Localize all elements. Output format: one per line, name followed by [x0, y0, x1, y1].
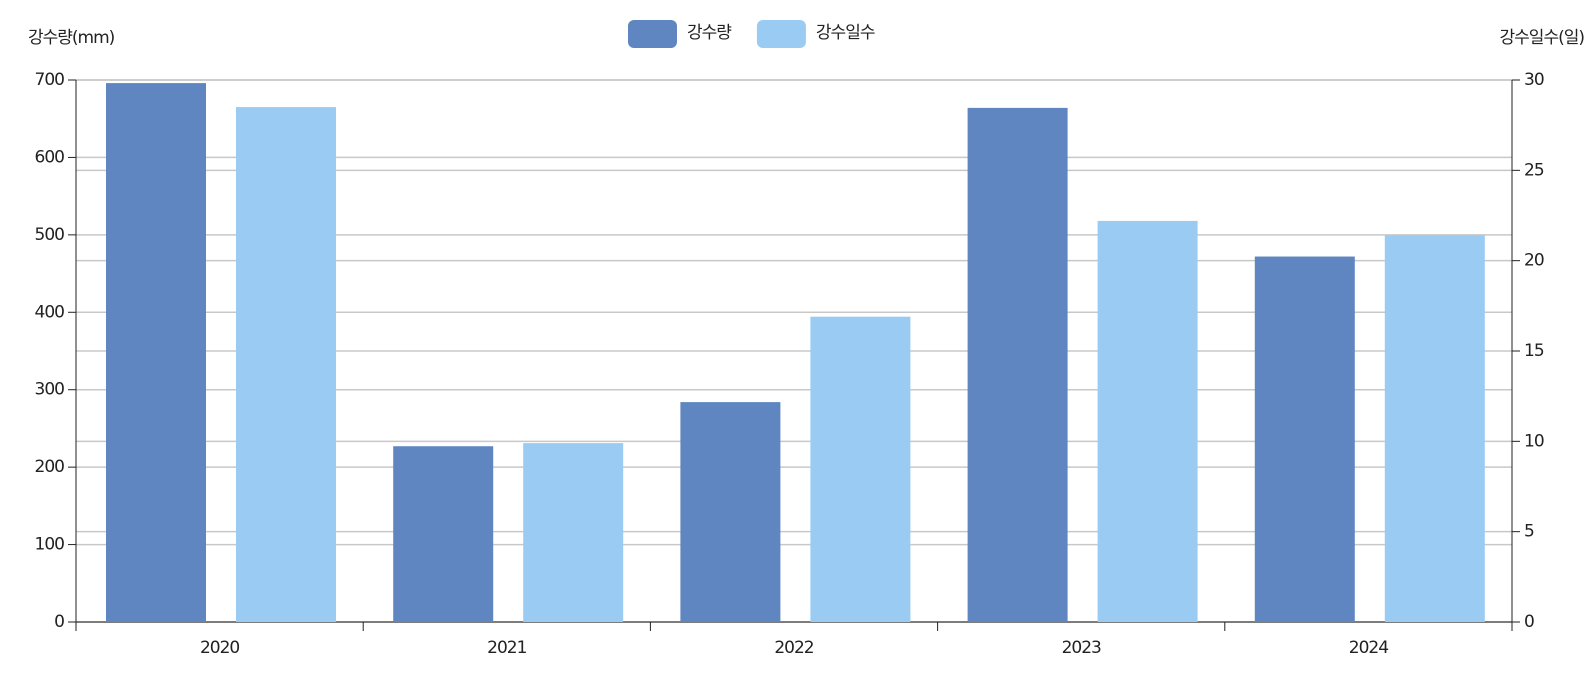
bar [810, 316, 911, 622]
y-tick-label: 200 [35, 457, 65, 477]
bar [967, 107, 1068, 623]
bar [1254, 256, 1355, 622]
y-tick-label: 400 [35, 302, 65, 322]
y-tick-label: 300 [35, 380, 65, 400]
y-axis-title: 강수량(mm) [28, 28, 115, 48]
bar [1097, 220, 1198, 623]
legend-swatch [628, 20, 677, 48]
bar [236, 107, 336, 623]
bar [106, 83, 206, 622]
x-tick-label: 2020 [200, 638, 239, 658]
y2-tick-label: 30 [1524, 70, 1544, 90]
x-tick-label: 2024 [1349, 638, 1388, 658]
y2-tick-label: 20 [1524, 251, 1544, 271]
y-tick-label: 0 [54, 612, 64, 632]
y2-axis-title: 강수일수(일) [1500, 28, 1585, 48]
legend-swatch [756, 20, 806, 48]
bar [393, 446, 494, 622]
bar [680, 402, 781, 622]
y2-tick-label: 15 [1524, 341, 1544, 361]
x-tick-label: 2021 [487, 638, 526, 658]
bar [523, 443, 624, 622]
y-tick-label: 700 [35, 70, 65, 90]
x-tick-label: 2022 [774, 638, 813, 658]
y2-tick-label: 5 [1524, 522, 1534, 542]
y-tick-label: 500 [35, 225, 65, 245]
y-tick-label: 600 [35, 147, 65, 167]
y2-tick-label: 10 [1524, 431, 1544, 451]
legend-label: 강수량 [687, 23, 732, 43]
x-tick-label: 2023 [1062, 638, 1101, 658]
y2-tick-label: 25 [1524, 160, 1544, 180]
bar [1384, 235, 1485, 622]
legend-label: 강수일수 [816, 23, 875, 43]
y-tick-label: 100 [35, 535, 65, 555]
y2-tick-label: 0 [1524, 612, 1534, 632]
